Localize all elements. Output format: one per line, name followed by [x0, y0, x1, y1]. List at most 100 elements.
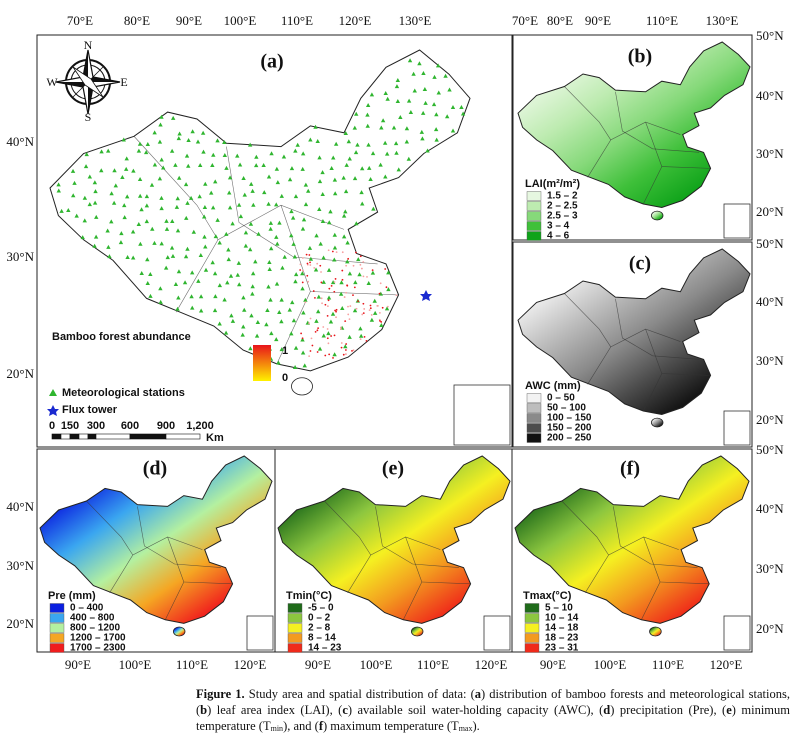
station [113, 183, 118, 188]
station [93, 189, 98, 194]
bamboo-dot [378, 292, 381, 295]
station [215, 217, 220, 222]
station [130, 229, 136, 234]
station [197, 194, 202, 199]
station [315, 309, 321, 314]
station [145, 142, 151, 147]
station [111, 200, 117, 205]
caption-text: ) minimum temperature (T [196, 703, 790, 733]
station [123, 166, 129, 171]
station [275, 241, 280, 246]
station [338, 291, 344, 296]
bamboo-dot [317, 327, 320, 330]
station [290, 300, 295, 305]
legend-label: -5 – 0 [308, 603, 334, 614]
station [332, 257, 337, 262]
caption-text: ) maximum temperature (T [322, 719, 459, 733]
station [125, 255, 130, 260]
legend-station [49, 389, 57, 396]
station [251, 202, 256, 207]
station [159, 195, 164, 200]
bamboo-dot [301, 257, 304, 259]
bamboo-dot [363, 336, 366, 338]
station [293, 194, 299, 199]
station [136, 148, 142, 153]
station [210, 205, 216, 210]
inset-box [723, 203, 751, 239]
station [148, 271, 153, 276]
station [332, 232, 337, 237]
station [353, 150, 359, 155]
legend-label: 100 – 150 [547, 413, 592, 424]
caption-text: Figure 1. [196, 687, 245, 701]
station [365, 112, 370, 117]
station [421, 70, 426, 75]
station [224, 165, 229, 170]
station [321, 279, 326, 284]
station [269, 151, 274, 156]
station [359, 166, 365, 171]
station [432, 74, 437, 79]
station [243, 243, 249, 248]
legend-title: AWC (mm) [525, 380, 581, 392]
station [340, 305, 345, 310]
station [385, 96, 390, 101]
station [290, 215, 296, 220]
longitude-label: 110°E [176, 657, 208, 672]
legend-swatch [287, 613, 303, 623]
bamboo-dot [345, 291, 348, 294]
station [279, 347, 284, 352]
station [371, 206, 376, 211]
station [226, 247, 231, 252]
station [176, 175, 182, 180]
province-border [587, 121, 681, 178]
station [254, 154, 259, 159]
station [157, 176, 163, 181]
legend-swatch [526, 191, 542, 201]
legend-swatch [526, 231, 542, 241]
station [386, 270, 391, 275]
station [230, 221, 235, 226]
bamboo-dot [341, 251, 344, 254]
legend-label: 400 – 800 [70, 613, 115, 624]
legend-flux [47, 405, 59, 416]
bamboo-dot [362, 261, 365, 263]
bamboo-dot [370, 314, 373, 316]
station [379, 125, 384, 130]
station [352, 308, 358, 313]
station [203, 267, 209, 272]
bamboo-dot [340, 342, 343, 344]
province-border [584, 536, 679, 593]
latitude-label: 30°N [6, 558, 34, 573]
station [170, 115, 176, 120]
station [217, 321, 222, 326]
station [92, 200, 98, 205]
station [159, 114, 164, 119]
china-map [277, 455, 511, 624]
legend-title: Tmax(°C) [523, 590, 572, 602]
station [215, 138, 220, 143]
latitude-label: 20°N [6, 616, 34, 631]
station [148, 293, 153, 298]
station [303, 297, 308, 302]
station [197, 162, 203, 167]
bamboo-dot [395, 294, 398, 297]
caption-text: ), and ( [283, 719, 319, 733]
station [74, 213, 79, 218]
station [300, 166, 305, 171]
station [213, 294, 218, 299]
station [327, 220, 332, 225]
legend-title: Pre (mm) [48, 590, 96, 602]
station [317, 179, 323, 184]
station [425, 148, 430, 153]
longitude-label: 110°E [652, 657, 684, 672]
station [137, 193, 143, 198]
station [300, 337, 305, 342]
station [343, 209, 348, 214]
station [222, 139, 227, 144]
caption-text: b [200, 703, 208, 717]
panel-label: (e) [382, 458, 404, 480]
legend-label: 14 – 18 [545, 623, 579, 634]
bamboo-dot [355, 307, 358, 310]
bamboo-dot [386, 305, 389, 308]
